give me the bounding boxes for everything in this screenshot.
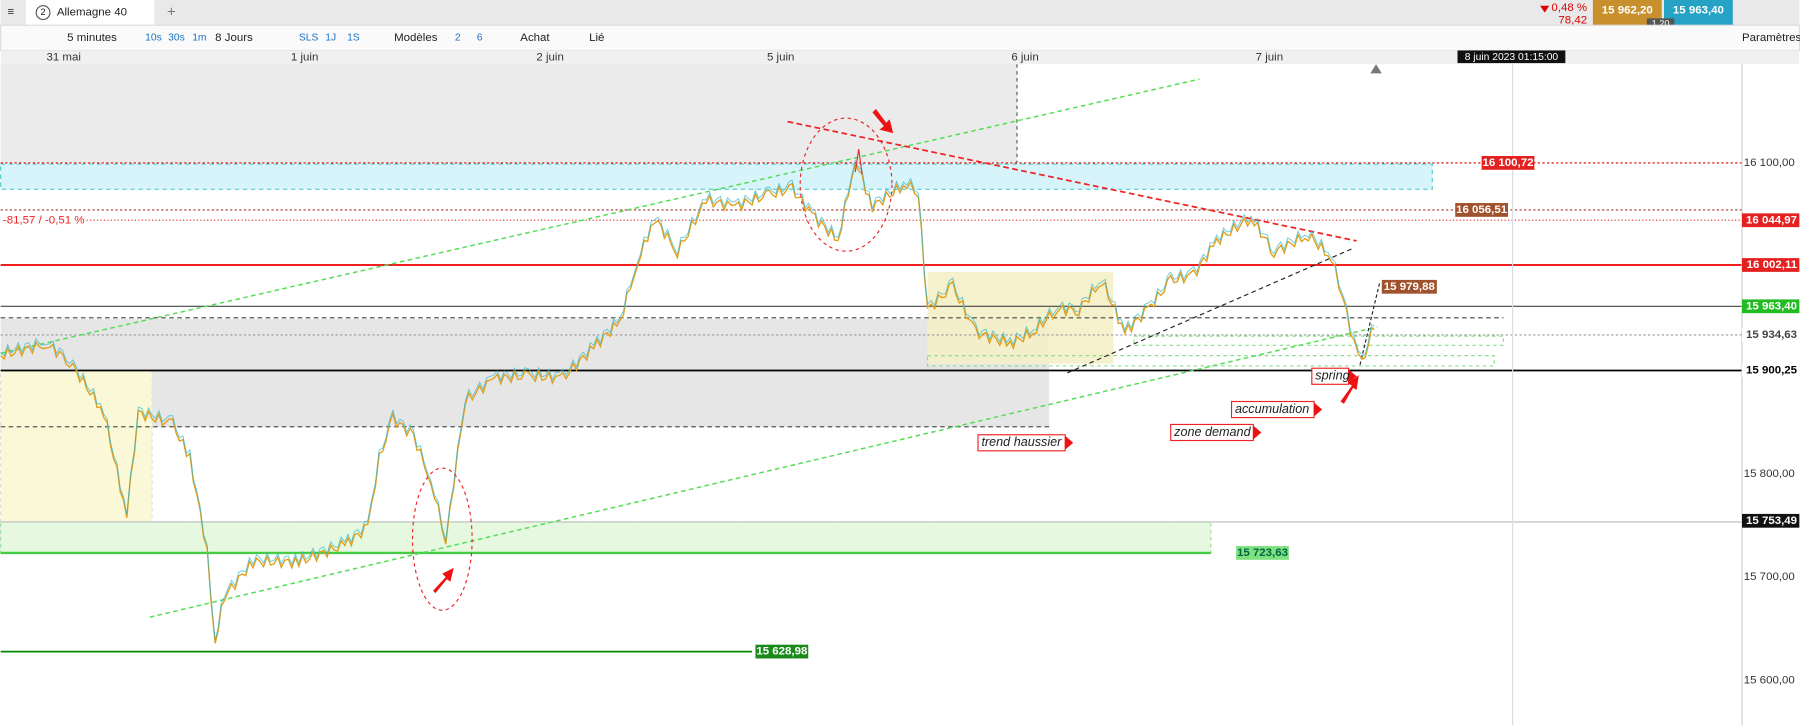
bid[interactable]: 15 962,20 (1602, 4, 1653, 16)
level-tag (1481, 156, 1535, 170)
change-pct: 0,48 % (1551, 2, 1587, 14)
arrow (854, 149, 863, 175)
level-label: 16 056,51 (1456, 204, 1508, 216)
tab-title[interactable]: Allemagne 40 (57, 7, 127, 19)
level-label: 16 100,72 (1482, 157, 1533, 169)
price-tag (1742, 258, 1800, 272)
count[interactable]: 2 (455, 33, 461, 44)
price-tag-label: 15 900,25 (1746, 365, 1798, 377)
tab-number: 2 (41, 7, 46, 17)
trend-line (149, 326, 1378, 618)
time-label: 1 juin (291, 51, 318, 63)
period[interactable]: 8 Jours (215, 32, 253, 44)
timeframe[interactable]: 5 minutes (67, 32, 117, 44)
highlight (799, 117, 893, 252)
annotation: accumulation (1235, 402, 1309, 416)
price-tag-label: 16 002,11 (1747, 259, 1798, 271)
price-tag-label: 15 753,49 (1746, 515, 1797, 527)
spread: 1,20 (1652, 19, 1670, 29)
spread-box (1646, 18, 1675, 30)
zone (926, 355, 1495, 367)
annotation-arrow (1348, 369, 1357, 384)
annotation: zone demand (1173, 425, 1251, 439)
zone (0, 521, 1212, 554)
ask-box[interactable] (1664, 0, 1733, 26)
price-tag-label: 16 044,97 (1746, 214, 1797, 226)
price-tag (1742, 328, 1800, 342)
range[interactable]: 1J (325, 33, 336, 44)
time-label: 2 juin (536, 51, 563, 63)
change: 78,42 (1558, 15, 1587, 27)
time-axis (0, 50, 1800, 65)
highlight (411, 467, 473, 611)
price-curve (0, 162, 1375, 644)
annotation-arrow (1314, 402, 1323, 417)
price-curve (0, 159, 1375, 641)
level-tag (1236, 546, 1289, 560)
zone (0, 318, 1050, 427)
count[interactable]: 6 (477, 33, 483, 44)
cursor-box (1457, 50, 1566, 64)
interval[interactable]: 30s (168, 33, 185, 44)
price-tag (1742, 363, 1800, 378)
tab[interactable] (25, 0, 155, 26)
time-label: 5 juin (767, 51, 794, 63)
toolbar (0, 24, 1800, 52)
linked[interactable]: Lié (589, 32, 604, 44)
interval[interactable]: 10s (145, 33, 162, 44)
annotation: spring (1315, 369, 1349, 383)
time-label: 6 juin (1011, 51, 1038, 63)
top-bar (0, 0, 1800, 26)
trend-line (1067, 247, 1355, 374)
range[interactable]: SLS (299, 33, 319, 44)
time-label: 7 juin (1256, 51, 1283, 63)
price-tag (1742, 213, 1800, 228)
price-axis (1742, 64, 1800, 725)
level-tag (1381, 279, 1437, 294)
level-label: 15 979,88 (1384, 281, 1436, 293)
menu-icon[interactable]: ≡ (8, 7, 15, 19)
add-tab[interactable]: + (167, 5, 176, 21)
price-tick: 16 100,00 (1744, 157, 1795, 169)
trend-line (1359, 283, 1381, 365)
tab-badge (35, 5, 51, 21)
price-tag-label: 15 963,40 (1746, 300, 1797, 312)
annotation: trend haussier (981, 435, 1062, 449)
trend-line (787, 120, 1357, 242)
settings[interactable]: Paramètres (1742, 32, 1800, 44)
arrow (1340, 375, 1359, 404)
price-tag-label: 15 934,63 (1746, 329, 1797, 341)
change-label: -81,57 / -0,51 % (3, 214, 85, 226)
range[interactable]: 1S (347, 33, 360, 44)
time-label: 31 mai (47, 51, 81, 63)
cursor-time: 8 juin 2023 01:15:00 (1465, 52, 1559, 63)
level-tag (755, 644, 809, 659)
zone (0, 163, 1433, 190)
annotation-box (977, 434, 1066, 452)
level-label: 15 628,98 (756, 646, 808, 658)
arrow (872, 108, 894, 134)
price-tick: 15 600,00 (1744, 674, 1795, 686)
price-tag (1742, 299, 1800, 314)
models[interactable]: Modèles (394, 32, 438, 44)
level-label: 15 723,63 (1237, 547, 1288, 559)
buy[interactable]: Achat (520, 32, 550, 44)
ask[interactable]: 15 963,40 (1673, 4, 1724, 16)
price-tag (1742, 513, 1800, 528)
price-tick: 15 800,00 (1744, 468, 1795, 480)
annotation-arrow (1065, 435, 1074, 450)
interval[interactable]: 1m (192, 33, 206, 44)
trend-line (0, 78, 1200, 355)
zone (1133, 335, 1504, 346)
down-arrow (1540, 5, 1550, 13)
zone (0, 64, 1018, 163)
level-tag (1455, 203, 1508, 217)
arrow (433, 567, 454, 594)
price-tick: 15 700,00 (1744, 571, 1795, 583)
marker (1370, 64, 1382, 74)
annotation-arrow (1253, 425, 1262, 440)
